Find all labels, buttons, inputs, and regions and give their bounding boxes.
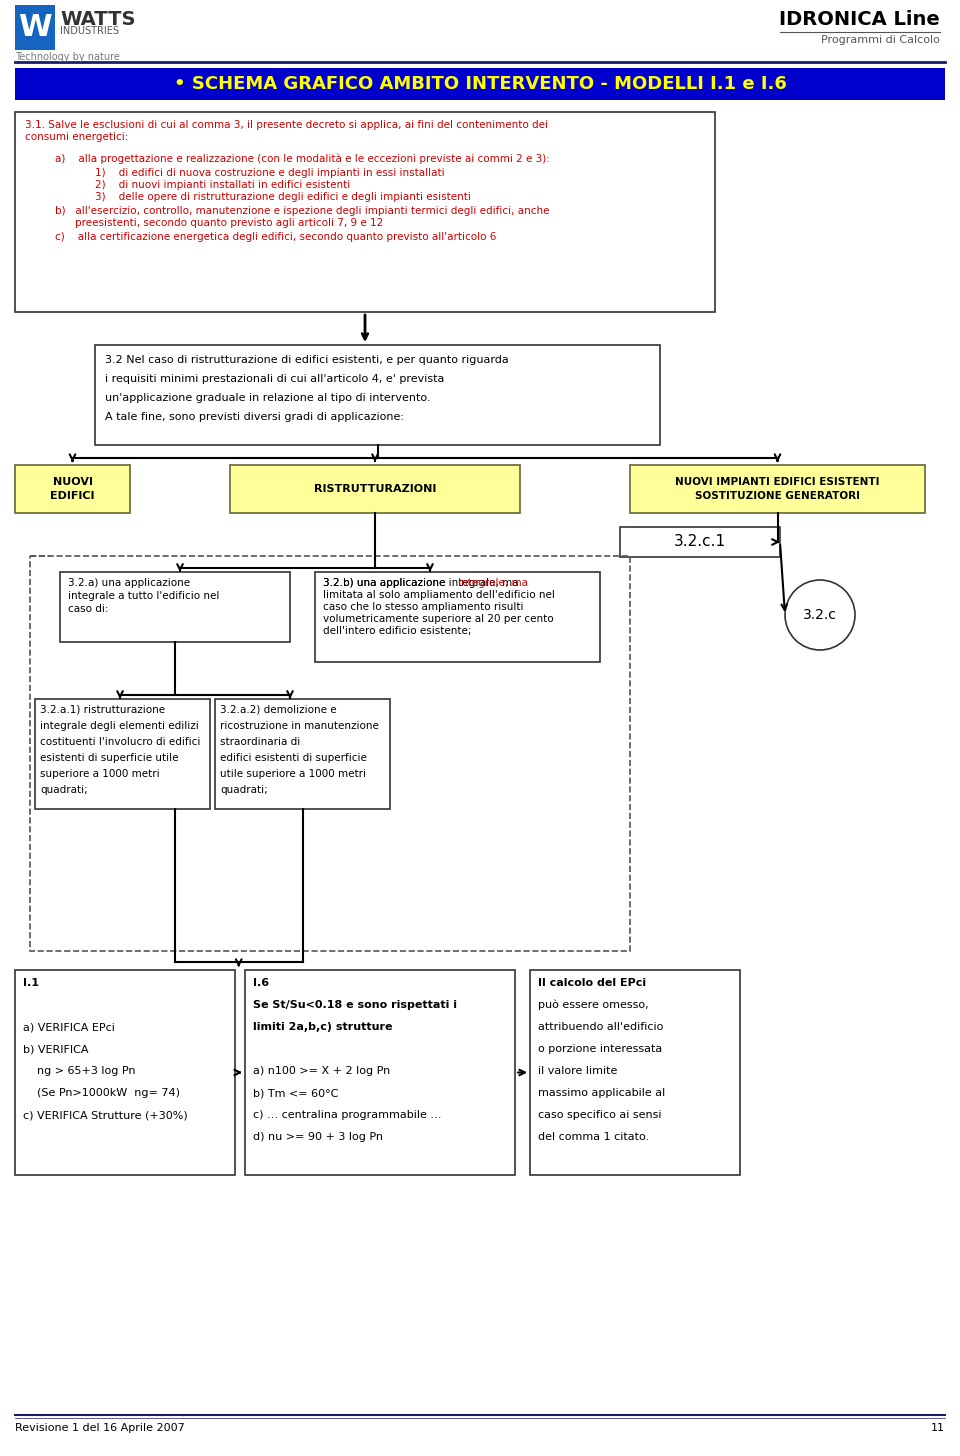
Text: d) nu >= 90 + 3 log Pn: d) nu >= 90 + 3 log Pn	[253, 1131, 383, 1142]
Text: ng > 65+3 log Pn: ng > 65+3 log Pn	[23, 1066, 135, 1076]
Text: straordinaria di: straordinaria di	[220, 737, 300, 747]
Circle shape	[785, 579, 855, 649]
Text: 3.2.a.2) demolizione e: 3.2.a.2) demolizione e	[220, 705, 337, 715]
Text: ricostruzione in manutenzione: ricostruzione in manutenzione	[220, 721, 379, 731]
Text: a) n100 >= X + 2 log Pn: a) n100 >= X + 2 log Pn	[253, 1066, 391, 1076]
Text: b)   all'esercizio, controllo, manutenzione e ispezione degli impianti termici d: b) all'esercizio, controllo, manutenzion…	[55, 205, 549, 215]
Text: caso che lo stesso ampliamento risulti: caso che lo stesso ampliamento risulti	[323, 601, 523, 612]
Text: o porzione interessata: o porzione interessata	[538, 1044, 662, 1054]
Text: 3.2.c.1: 3.2.c.1	[674, 534, 726, 549]
Text: 3)    delle opere di ristrutturazione degli edifici e degli impianti esistenti: 3) delle opere di ristrutturazione degli…	[95, 192, 470, 202]
Text: INDUSTRIES: INDUSTRIES	[60, 26, 119, 36]
FancyBboxPatch shape	[230, 464, 520, 513]
FancyBboxPatch shape	[15, 970, 235, 1175]
FancyBboxPatch shape	[15, 464, 130, 513]
Text: Technology by nature: Technology by nature	[15, 52, 120, 63]
Text: 3.2.a) una applicazione: 3.2.a) una applicazione	[68, 578, 190, 588]
Text: esistenti di superficie utile: esistenti di superficie utile	[40, 753, 179, 763]
FancyBboxPatch shape	[60, 572, 290, 642]
Text: 3.2.b) una applicazione: 3.2.b) una applicazione	[323, 578, 448, 588]
Text: quadrati;: quadrati;	[40, 785, 87, 795]
Text: del comma 1 citato.: del comma 1 citato.	[538, 1131, 649, 1142]
Text: limitata al solo ampliamento dell'edificio nel: limitata al solo ampliamento dell'edific…	[323, 590, 555, 600]
FancyBboxPatch shape	[15, 112, 715, 312]
Text: a)    alla progettazione e realizzazione (con le modalità e le eccezioni previst: a) alla progettazione e realizzazione (c…	[55, 154, 550, 165]
FancyBboxPatch shape	[315, 572, 600, 662]
Text: Se St/Su<0.18 e sono rispettati i: Se St/Su<0.18 e sono rispettati i	[253, 1000, 457, 1010]
Text: costituenti l'involucro di edifici: costituenti l'involucro di edifici	[40, 737, 201, 747]
Text: i requisiti minimi prestazionali di cui all'articolo 4, e' prevista: i requisiti minimi prestazionali di cui …	[105, 374, 444, 384]
Text: caso specifico ai sensi: caso specifico ai sensi	[538, 1109, 661, 1120]
Text: 2)    di nuovi impianti installati in edifici esistenti: 2) di nuovi impianti installati in edifi…	[95, 181, 350, 189]
FancyBboxPatch shape	[15, 68, 945, 100]
Text: A tale fine, sono previsti diversi gradi di applicazione:: A tale fine, sono previsti diversi gradi…	[105, 412, 404, 422]
Text: edifici esistenti di superficie: edifici esistenti di superficie	[220, 753, 367, 763]
Text: 1)    di edifici di nuova costruzione e degli impianti in essi installati: 1) di edifici di nuova costruzione e deg…	[95, 167, 444, 178]
Text: quadrati;: quadrati;	[220, 785, 268, 795]
Text: Programmi di Calcolo: Programmi di Calcolo	[821, 35, 940, 45]
Text: integrale degli elementi edilizi: integrale degli elementi edilizi	[40, 721, 199, 731]
Text: I.6: I.6	[253, 978, 269, 989]
FancyBboxPatch shape	[245, 970, 515, 1175]
Text: integrale a tutto l'edificio nel: integrale a tutto l'edificio nel	[68, 591, 220, 601]
Bar	[30, 556, 630, 951]
FancyBboxPatch shape	[95, 345, 660, 446]
Text: NUOVI
EDIFICI: NUOVI EDIFICI	[50, 478, 95, 501]
Text: • SCHEMA GRAFICO AMBITO INTERVENTO - MODELLI I.1 e I.6: • SCHEMA GRAFICO AMBITO INTERVENTO - MOD…	[174, 76, 786, 93]
FancyBboxPatch shape	[35, 699, 210, 810]
Text: c) … centralina programmabile …: c) … centralina programmabile …	[253, 1109, 442, 1120]
Text: utile superiore a 1000 metri: utile superiore a 1000 metri	[220, 769, 366, 779]
Text: Revisione 1 del 16 Aprile 2007: Revisione 1 del 16 Aprile 2007	[15, 1423, 184, 1433]
Text: può essere omesso,: può essere omesso,	[538, 1000, 649, 1010]
Text: NUOVI IMPIANTI EDIFICI ESISTENTI
SOSTITUZIONE GENERATORI: NUOVI IMPIANTI EDIFICI ESISTENTI SOSTITU…	[675, 478, 879, 501]
Text: 3.2.a.1) ristrutturazione: 3.2.a.1) ristrutturazione	[40, 705, 165, 715]
Text: volumetricamente superiore al 20 per cento: volumetricamente superiore al 20 per cen…	[323, 614, 554, 625]
Text: preesistenti, secondo quanto previsto agli articoli 7, 9 e 12: preesistenti, secondo quanto previsto ag…	[75, 218, 383, 229]
FancyBboxPatch shape	[620, 527, 780, 558]
Text: RISTRUTTURAZIONI: RISTRUTTURAZIONI	[314, 483, 436, 494]
Text: b) VERIFICA: b) VERIFICA	[23, 1044, 88, 1054]
Text: il valore limite: il valore limite	[538, 1066, 617, 1076]
Text: caso di:: caso di:	[68, 604, 108, 614]
Text: b) Tm <= 60°C: b) Tm <= 60°C	[253, 1088, 338, 1098]
Text: I.1: I.1	[23, 978, 39, 989]
FancyBboxPatch shape	[15, 4, 55, 50]
Text: 3.1. Salve le esclusioni di cui al comma 3, il presente decreto si applica, ai f: 3.1. Salve le esclusioni di cui al comma…	[25, 119, 548, 130]
Text: attribuendo all'edificio: attribuendo all'edificio	[538, 1022, 663, 1032]
FancyBboxPatch shape	[530, 970, 740, 1175]
Text: 3.2 Nel caso di ristrutturazione di edifici esistenti, e per quanto riguarda: 3.2 Nel caso di ristrutturazione di edif…	[105, 355, 509, 365]
Text: c) VERIFICA Strutture (+30%): c) VERIFICA Strutture (+30%)	[23, 1109, 188, 1120]
Text: 11: 11	[931, 1423, 945, 1433]
Text: integrale, ma: integrale, ma	[458, 578, 528, 588]
Text: a) VERIFICA EPci: a) VERIFICA EPci	[23, 1022, 115, 1032]
FancyBboxPatch shape	[215, 699, 390, 810]
FancyBboxPatch shape	[630, 464, 925, 513]
Text: 3.2.c: 3.2.c	[804, 609, 837, 622]
Text: W: W	[18, 13, 52, 42]
Text: un'applicazione graduale in relazione al tipo di intervento.: un'applicazione graduale in relazione al…	[105, 393, 430, 403]
Text: c)    alla certificazione energetica degli edifici, secondo quanto previsto all': c) alla certificazione energetica degli …	[55, 232, 496, 242]
Text: limiti 2a,b,c) strutture: limiti 2a,b,c) strutture	[253, 1022, 393, 1032]
Text: massimo applicabile al: massimo applicabile al	[538, 1088, 665, 1098]
Text: dell'intero edificio esistente;: dell'intero edificio esistente;	[323, 626, 471, 636]
Text: IDRONICA Line: IDRONICA Line	[780, 10, 940, 29]
Text: WATTS: WATTS	[60, 10, 135, 29]
Text: 3.2.b) una applicazione integrale, ma: 3.2.b) una applicazione integrale, ma	[323, 578, 518, 588]
Text: (Se Pn>1000kW  ng= 74): (Se Pn>1000kW ng= 74)	[23, 1088, 180, 1098]
Text: Il calcolo del EPci: Il calcolo del EPci	[538, 978, 646, 989]
Text: superiore a 1000 metri: superiore a 1000 metri	[40, 769, 159, 779]
Text: consumi energetici:: consumi energetici:	[25, 132, 129, 143]
